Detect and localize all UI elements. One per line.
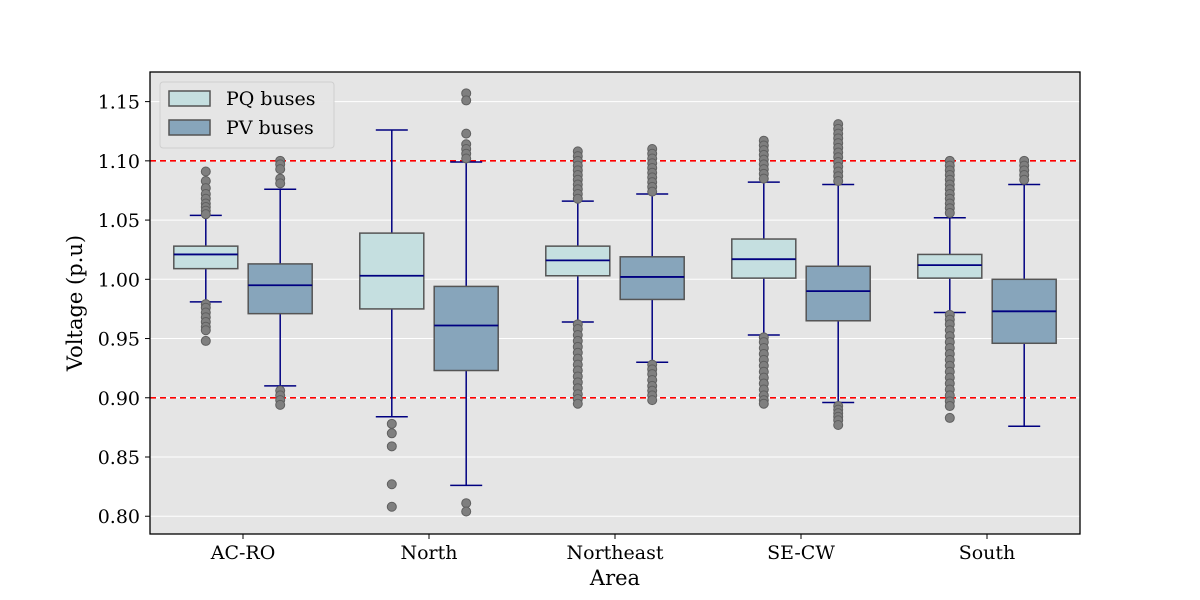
outlier-point bbox=[1019, 174, 1030, 185]
outlier-point bbox=[833, 420, 844, 431]
box-iqr bbox=[619, 256, 685, 301]
outlier-point bbox=[833, 175, 844, 186]
box-iqr bbox=[917, 253, 983, 279]
outlier-point bbox=[944, 401, 955, 412]
outlier-point bbox=[386, 479, 397, 490]
outlier-point bbox=[200, 166, 211, 177]
outlier-point bbox=[758, 398, 769, 409]
x-axis-title: Area bbox=[589, 566, 640, 590]
outlier-point bbox=[461, 498, 472, 509]
box-group bbox=[991, 155, 1057, 427]
box-group bbox=[173, 166, 239, 346]
outlier-point bbox=[944, 207, 955, 218]
reference-lines bbox=[150, 160, 1080, 399]
outlier-point bbox=[275, 164, 286, 175]
box-group bbox=[545, 146, 611, 409]
x-axis: AC-RO North Northeast SE-CW South bbox=[210, 534, 1016, 564]
outlier-point bbox=[386, 418, 397, 429]
x-tick-label: North bbox=[400, 542, 457, 564]
outlier-point bbox=[647, 186, 658, 197]
box-group bbox=[805, 119, 871, 431]
outlier-point bbox=[200, 209, 211, 220]
outlier-point bbox=[572, 193, 583, 204]
outlier-point bbox=[647, 395, 658, 406]
y-tick-label: 0.85 bbox=[98, 447, 140, 469]
y-tick-label: 0.80 bbox=[98, 506, 140, 528]
x-tick-label: AC-RO bbox=[210, 542, 276, 564]
box-group bbox=[433, 88, 499, 517]
y-tick-label: 0.95 bbox=[98, 329, 140, 351]
y-tick-label: 1.05 bbox=[98, 210, 140, 232]
boxes bbox=[173, 88, 1057, 517]
box-group bbox=[917, 155, 983, 423]
legend-swatch bbox=[168, 119, 211, 136]
y-tick-label: 0.90 bbox=[98, 388, 140, 410]
outlier-point bbox=[275, 399, 286, 410]
box-iqr bbox=[433, 285, 499, 372]
outlier-point bbox=[386, 501, 397, 512]
legend-label: PV buses bbox=[226, 117, 314, 139]
y-tick-label: 1.10 bbox=[98, 151, 140, 173]
outlier-point bbox=[461, 153, 472, 164]
legend-swatch bbox=[168, 90, 211, 107]
outlier-point bbox=[461, 95, 472, 106]
y-axis: 0.80 0.85 0.90 0.95 1.00 1.05 1.10 1.15 bbox=[98, 92, 150, 528]
outlier-point bbox=[461, 128, 472, 139]
outlier-point bbox=[461, 506, 472, 517]
outlier-point bbox=[386, 441, 397, 452]
box-group bbox=[359, 129, 425, 512]
box-group bbox=[619, 144, 685, 406]
x-tick-label: South bbox=[959, 542, 1016, 564]
box-iqr bbox=[247, 263, 313, 315]
box-iqr bbox=[805, 265, 871, 322]
outlier-point bbox=[572, 398, 583, 409]
outlier-point bbox=[758, 173, 769, 184]
y-axis-title: Voltage (p.u) bbox=[63, 235, 87, 372]
box-iqr bbox=[173, 245, 239, 270]
y-tick-label: 1.15 bbox=[98, 92, 140, 114]
outlier-point bbox=[275, 178, 286, 189]
outlier-point bbox=[200, 325, 211, 336]
box-iqr bbox=[359, 232, 425, 310]
legend: PQ buses PV buses bbox=[159, 81, 335, 149]
x-tick-label: Northeast bbox=[567, 542, 664, 564]
legend-label: PQ buses bbox=[226, 88, 316, 110]
x-tick-label: SE-CW bbox=[767, 542, 835, 564]
outlier-point bbox=[200, 335, 211, 346]
y-tick-label: 1.00 bbox=[98, 269, 140, 291]
box-group bbox=[247, 155, 313, 410]
outlier-point bbox=[386, 428, 397, 439]
box-group bbox=[731, 135, 797, 409]
outlier-point bbox=[944, 412, 955, 423]
